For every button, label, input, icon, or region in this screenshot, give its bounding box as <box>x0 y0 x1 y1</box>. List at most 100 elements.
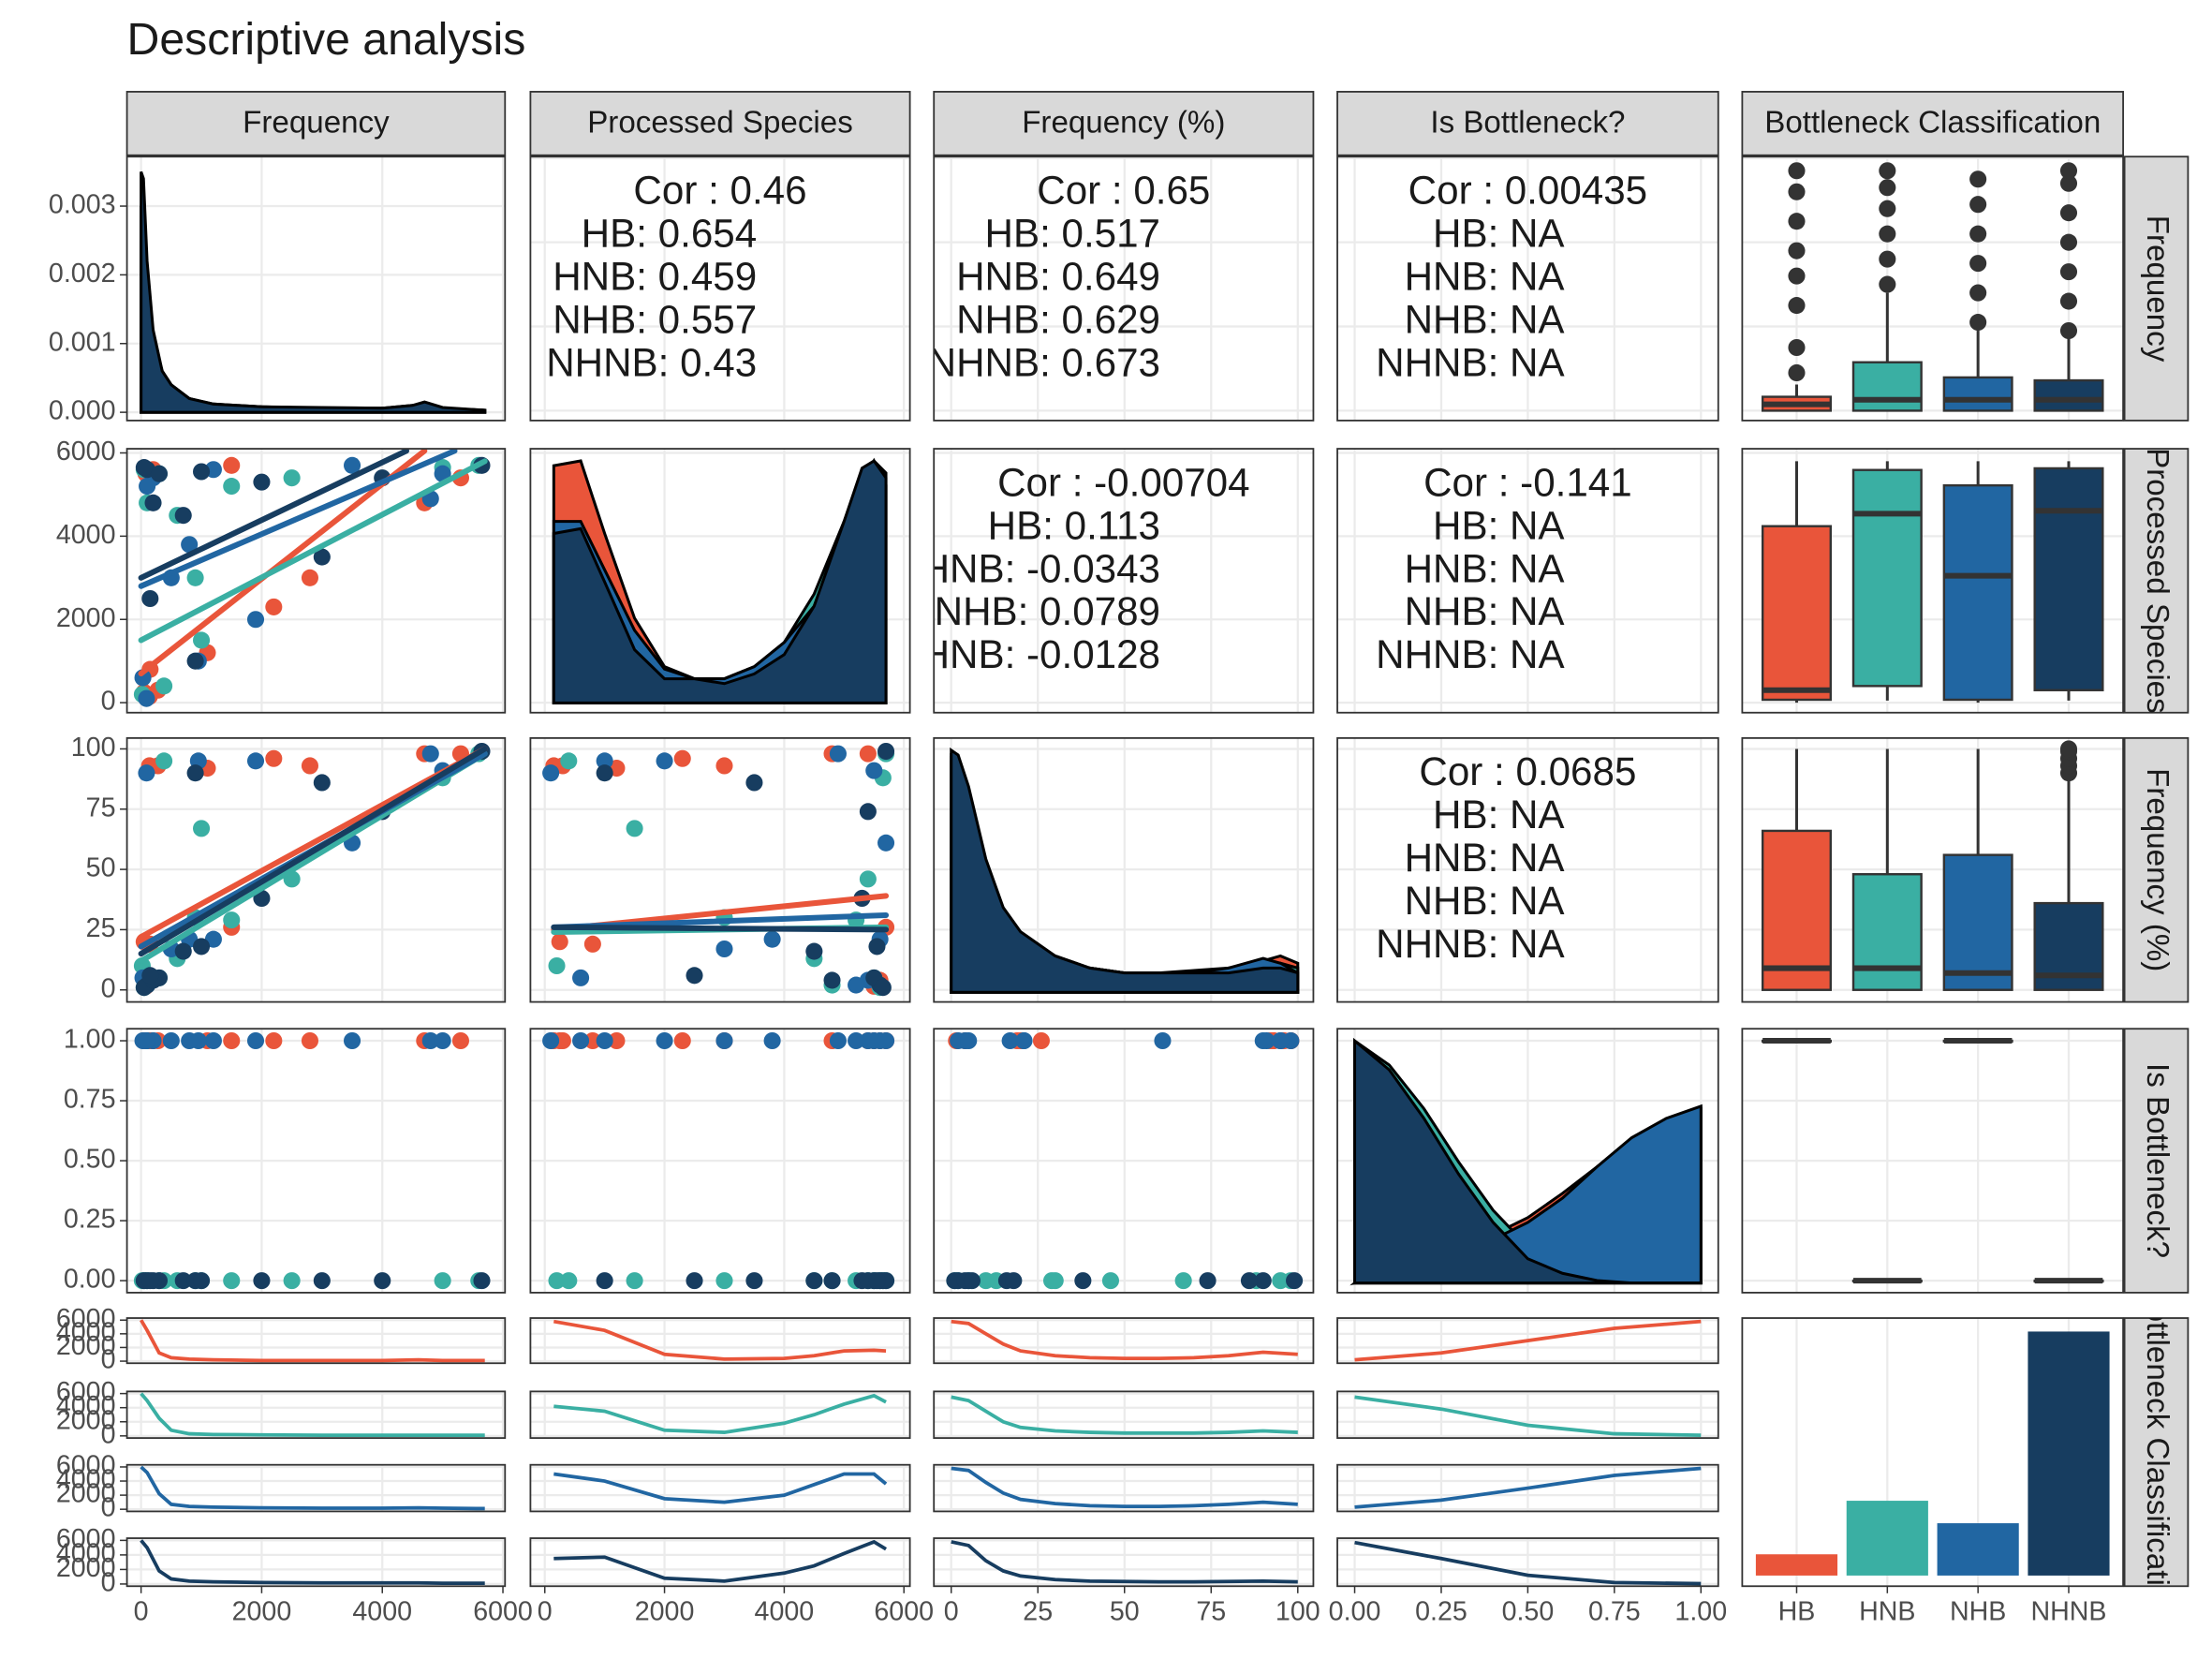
panel <box>1337 1029 1718 1293</box>
strip-clip: Bottleneck Classification <box>2140 1318 2175 1586</box>
strip <box>2123 156 2190 422</box>
point <box>859 745 877 763</box>
y-tick-label: 0.002 <box>49 259 116 289</box>
outlier <box>1879 200 1896 217</box>
group-correlation: HNB: -0.0343 <box>922 546 1160 590</box>
point <box>596 764 613 782</box>
point <box>181 536 199 554</box>
x-tick-label: 6000 <box>473 1596 533 1626</box>
bar <box>1846 1501 1928 1576</box>
fit-line <box>138 449 410 581</box>
y-tick-label: 2000 <box>56 1405 116 1435</box>
strip-label: Frequency (%) <box>2140 768 2175 971</box>
y-tick-label: 4000 <box>56 1465 116 1495</box>
point <box>960 1031 978 1050</box>
outlier <box>1879 179 1896 197</box>
panel-border <box>1336 736 1719 1003</box>
point <box>596 752 613 770</box>
point <box>162 1031 180 1050</box>
panel <box>126 737 506 1002</box>
y-tick-label: 1.00 <box>64 1025 116 1055</box>
y-tick-label: 100 <box>71 733 116 763</box>
x-tick-label: 0 <box>538 1596 553 1626</box>
group-correlation: NHNB: NA <box>1376 922 1565 966</box>
y-tick-label: 2000 <box>56 1553 116 1583</box>
panel-background <box>530 1318 910 1364</box>
point <box>745 774 763 792</box>
outlier <box>1788 162 1806 180</box>
outlier <box>1788 338 1806 357</box>
group-correlation: HNB: NA <box>1405 254 1566 298</box>
point <box>141 1272 159 1290</box>
bar <box>1755 1554 1838 1576</box>
panel-border <box>933 1317 1315 1365</box>
point <box>343 1031 361 1050</box>
group-correlation: HB: 0.654 <box>582 211 757 255</box>
panel-border <box>1336 448 1719 714</box>
density-area <box>1353 1037 1703 1285</box>
point <box>174 942 192 960</box>
point <box>1154 1031 1172 1050</box>
panel-border <box>1336 1028 1719 1294</box>
point <box>877 742 895 761</box>
point <box>1101 1272 1119 1290</box>
point <box>1074 1272 1092 1290</box>
point <box>139 478 156 496</box>
point <box>877 1031 895 1050</box>
density-area <box>140 170 487 414</box>
panel <box>126 449 506 713</box>
point <box>583 935 601 953</box>
point <box>204 1031 222 1050</box>
y-tick-label: 0 <box>101 1419 116 1449</box>
outlier <box>2059 292 2078 310</box>
density-area <box>950 747 1300 994</box>
fit-line <box>138 458 488 644</box>
panel <box>530 1464 910 1512</box>
panel-border <box>1741 156 2125 422</box>
point <box>246 752 265 770</box>
point <box>805 1272 823 1290</box>
x-tick-label: 0 <box>944 1596 959 1626</box>
panel <box>126 1464 506 1512</box>
box <box>1761 829 1832 991</box>
point <box>715 940 733 958</box>
panel-border <box>1741 1317 2125 1588</box>
density-line <box>553 1539 888 1583</box>
group-correlation: NHB: NA <box>1405 297 1566 341</box>
box <box>1942 376 2013 412</box>
box <box>1851 468 1923 688</box>
outlier <box>1969 225 1987 243</box>
point <box>745 1272 763 1290</box>
y-tick-label: 2000 <box>56 1479 116 1509</box>
point <box>715 1031 733 1050</box>
point <box>1046 1272 1064 1290</box>
point <box>560 752 578 770</box>
point <box>805 942 823 960</box>
group-correlation: HNB: 0.649 <box>956 254 1160 298</box>
point <box>141 967 159 985</box>
y-tick-label: 0 <box>101 687 116 717</box>
x-tick-label: 25 <box>1023 1596 1053 1626</box>
point <box>859 870 877 888</box>
panel-border <box>125 156 507 422</box>
x-tick-label: NHB <box>1950 1596 2006 1626</box>
y-tick-label: 0.75 <box>64 1085 116 1115</box>
group-correlation: NHNB: NA <box>1376 340 1565 384</box>
group-correlation: NHNB: 0.673 <box>928 340 1160 384</box>
point <box>1272 1031 1290 1050</box>
panel-border <box>1336 1463 1719 1513</box>
point <box>313 548 331 566</box>
panel <box>1755 1318 2110 1587</box>
point <box>673 749 691 767</box>
panel <box>934 1029 1314 1293</box>
point <box>977 1272 995 1290</box>
y-tick-label: 0 <box>101 973 116 1003</box>
density-line <box>140 1465 485 1511</box>
point <box>542 1031 560 1050</box>
point <box>656 752 673 770</box>
y-tick-label: 0.50 <box>64 1145 116 1175</box>
density-area <box>552 458 888 704</box>
